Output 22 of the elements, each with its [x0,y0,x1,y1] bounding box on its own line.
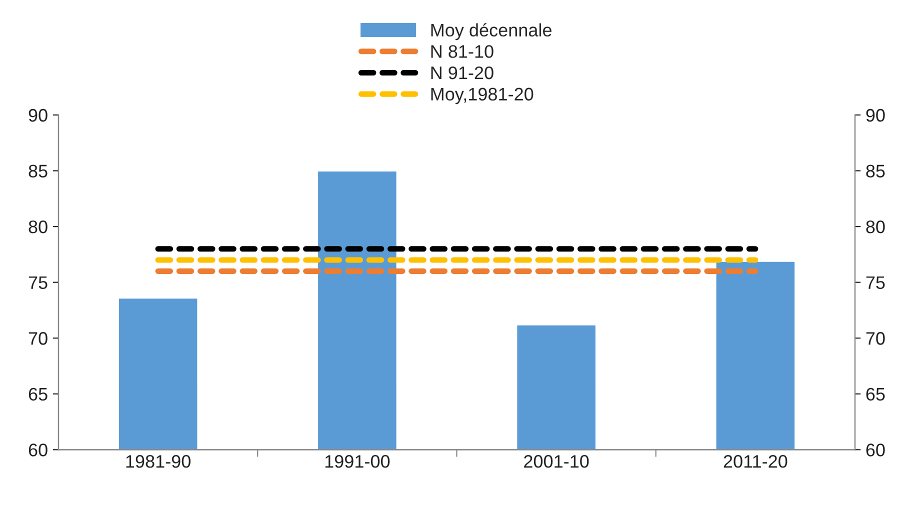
legend-label: Moy,1981-20 [431,88,534,104]
x-tick-label: 1981-90 [126,455,190,468]
y-tick-label: 85 [28,164,48,178]
y-tick-label: 60 [28,444,48,456]
x-tick-label: 1991-00 [325,455,390,468]
legend-label: N 91-20 [431,66,494,80]
y2-tick-label: 85 [866,164,885,178]
y-tick-label: 75 [28,276,48,290]
y2-tick-label: 80 [866,220,885,234]
legend-label: N 81-10 [431,45,494,58]
y-tick-label: 90 [28,108,48,122]
y-tick-label: 65 [28,388,48,401]
y2-tick-label: 90 [866,108,885,122]
y2-tick-label: 65 [866,388,885,401]
y2-tick-label: 70 [866,332,885,345]
x-tick-label: 2001-10 [524,455,589,468]
y-tick-label: 70 [28,332,48,345]
y2-tick-label: 75 [866,276,885,290]
legend-label: Moy décennale [431,23,552,40]
x-tick-label: 2011-20 [724,455,788,468]
y2-tick-label: 60 [866,444,885,456]
y-tick-label: 80 [28,220,48,234]
